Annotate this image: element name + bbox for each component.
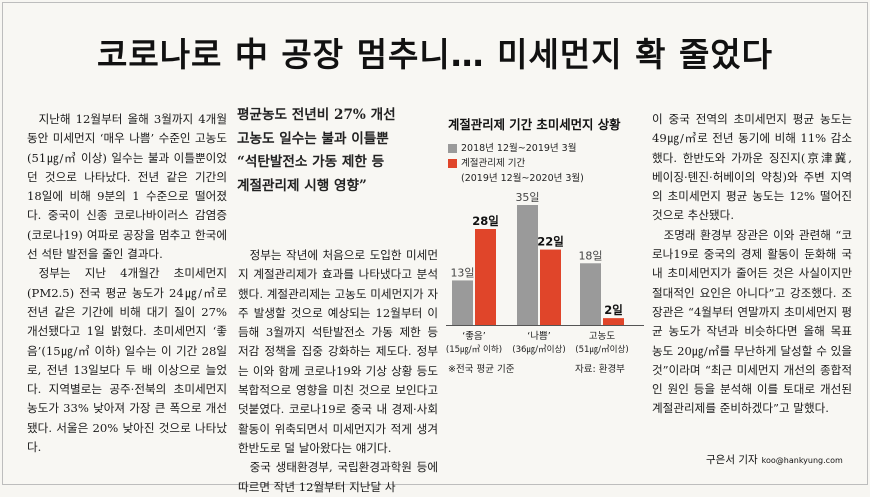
category-sublabel: (36㎍/㎥이상) xyxy=(512,344,566,355)
legend-swatch-gray xyxy=(448,144,457,153)
article-frame xyxy=(2,2,868,485)
category-label: ‘좋음’ xyxy=(462,331,486,342)
subheadline-line: “석탄발전소 가동 제한 등 xyxy=(237,154,385,170)
chart-note: ※전국 평균 기준 xyxy=(448,364,515,375)
category-sublabel: (51㎍/㎥이상) xyxy=(575,344,629,355)
bar xyxy=(475,229,496,325)
byline: 구은서 기자 koo@hankyung.com xyxy=(706,452,843,467)
bar-value-label: 2일 xyxy=(604,303,623,317)
body-column-2: 정부는 작년에 처음으로 도입한 미세먼지 계절관리제가 효과를 나타냈다고 분… xyxy=(238,246,438,497)
category-sublabel: (15㎍/㎥ 이하) xyxy=(446,344,502,355)
bar xyxy=(603,318,624,325)
bar xyxy=(580,263,601,325)
subheadline: 평균농도 전년비 27% 개선 고농도 일수는 불과 이틀뿐 “석탄발전소 가동… xyxy=(237,104,440,198)
paragraph: 지난해 12월부터 올해 3월까지 4개월 동안 미세먼지 ‘매우 나쁨’ 수준… xyxy=(27,112,227,262)
paragraph: 정부는 지난 4개월간 초미세먼지(PM2.5) 전국 평균 농도가 24㎍/㎥… xyxy=(27,266,227,455)
headline: 코로나로 中 공장 멈추니… 미세먼지 확 줄었다 xyxy=(96,35,774,74)
subheadline-line: 계절관리제 시행 영향” xyxy=(237,177,367,194)
legend-label: 계절관리제 기간 xyxy=(461,158,526,169)
chart-plot: 13일 35일 18일 28일 22일 2일 ‘좋음’ (15㎍/㎥ 이하) ‘나쁨’ (36㎍/… xyxy=(446,190,644,355)
reporter-email: koo@hankyung.com xyxy=(761,456,843,465)
bar xyxy=(452,280,473,325)
legend-label: 2018년 12월~2019년 3월 xyxy=(461,143,577,154)
legend-sublabel: (2019년 12월~2020년 3월) xyxy=(461,173,584,184)
paragraph: 중국 생태환경부, 국립환경과학원 등에 따르면 작년 12월부터 지난달 사 xyxy=(238,460,438,494)
paragraph: 정부는 작년에 처음으로 도입한 미세먼지 계절관리제가 효과를 나타냈다고 분… xyxy=(238,248,438,455)
body-column-4: 이 중국 전역의 초미세먼지 평균 농도는 49㎍/㎥로 전년 동기에 비해 1… xyxy=(652,110,852,419)
bar-value-label: 28일 xyxy=(472,214,499,228)
bar-chart: 계절관리제 기간 초미세먼지 상황 2018년 12월~2019년 3월 계절관… xyxy=(446,108,644,380)
category-label: ‘나쁨’ xyxy=(527,331,551,342)
legend-item: 2018년 12월~2019년 3월 xyxy=(448,141,584,156)
bar-value-label: 13일 xyxy=(450,265,474,279)
reporter-name: 구은서 기자 xyxy=(706,454,758,466)
subheadline-line: 고농도 일수는 불과 이틀뿐 xyxy=(237,130,389,147)
paragraph: 조명래 환경부 장관은 이와 관련해 “코로나19로 중국의 경제 활동이 둔화… xyxy=(652,227,852,416)
paragraph: 이 중국 전역의 초미세먼지 평균 농도는 49㎍/㎥로 전년 동기에 비해 1… xyxy=(652,112,852,223)
chart-legend: 2018년 12월~2019년 3월 계절관리제 기간 (2019년 12월~2… xyxy=(448,141,584,186)
bar xyxy=(517,205,538,325)
legend-swatch-red xyxy=(448,159,457,168)
category-label: 고농도 xyxy=(589,331,615,342)
chart-title: 계절관리제 기간 초미세먼지 상황 xyxy=(448,117,621,132)
bar-value-label: 22일 xyxy=(537,235,564,249)
subheadline-line: 평균농도 전년비 27% 개선 xyxy=(237,107,396,123)
bar xyxy=(540,249,561,325)
chart-source: 자료: 환경부 xyxy=(575,364,625,375)
body-column-1: 지난해 12월부터 올해 3월까지 4개월 동안 미세먼지 ‘매우 나쁨’ 수준… xyxy=(27,110,227,457)
legend-item: 계절관리제 기간 xyxy=(448,156,584,171)
bar-value-label: 35일 xyxy=(515,190,539,204)
bar-value-label: 18일 xyxy=(578,248,602,262)
